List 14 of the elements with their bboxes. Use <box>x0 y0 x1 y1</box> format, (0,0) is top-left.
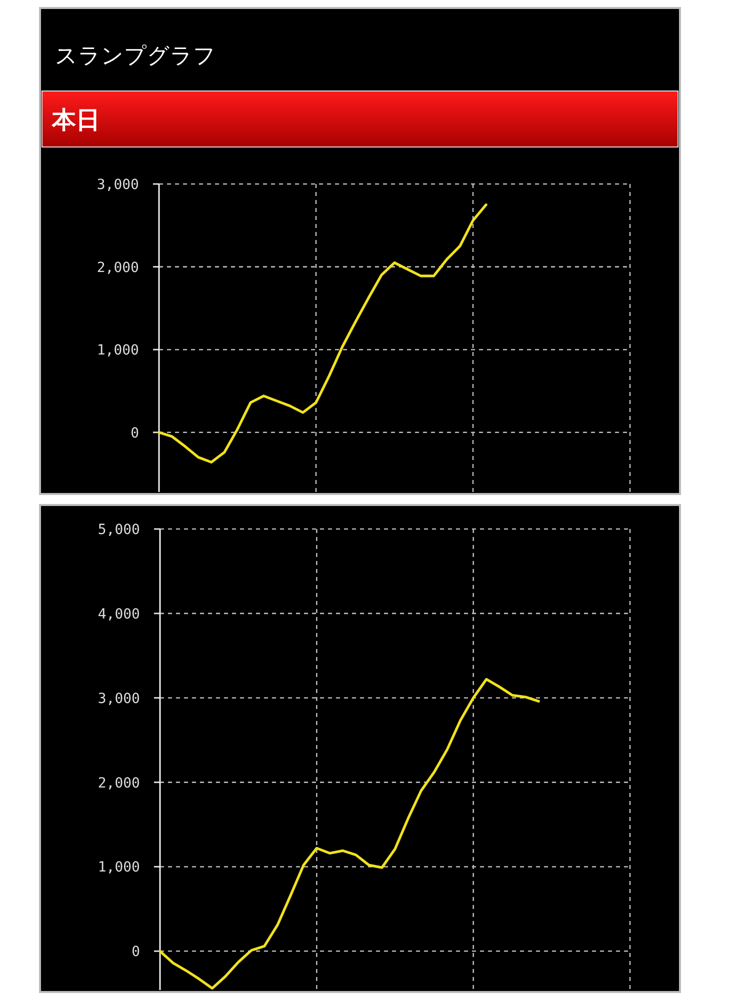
chart-title: スランプグラフ <box>55 43 216 68</box>
y-tick-label: 2,000 <box>96 260 139 276</box>
line-series <box>158 203 488 464</box>
y-tick-label: 3,000 <box>96 177 139 193</box>
line-series <box>158 678 540 990</box>
y-tick-label: 2,000 <box>98 775 140 792</box>
y-tick-label: 3,000 <box>98 690 140 707</box>
chart-subtitle: 本日 <box>51 107 100 134</box>
y-tick-label: 0 <box>130 425 139 442</box>
y-tick-label: 4,000 <box>98 606 140 622</box>
y-tick-label: 1,000 <box>98 860 140 876</box>
y-tick-label: 5,000 <box>98 522 140 538</box>
y-tick-label: 0 <box>132 944 140 960</box>
y-tick-label: 1,000 <box>96 342 139 359</box>
